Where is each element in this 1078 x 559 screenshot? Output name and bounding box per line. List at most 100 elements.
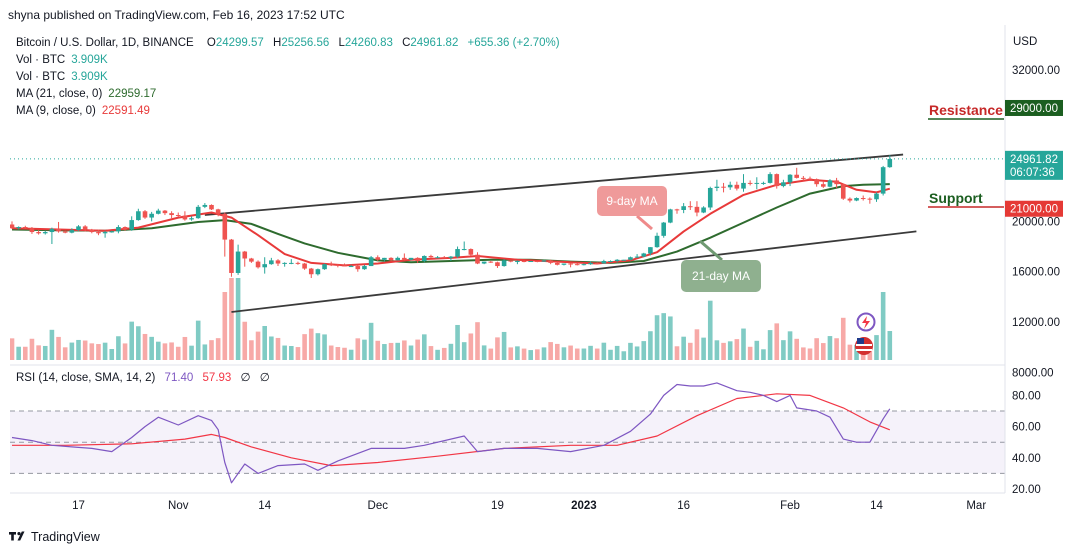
candle-body: [275, 260, 281, 264]
candle-body: [402, 257, 407, 260]
annotation-9-day-text: 9-day MA: [606, 194, 657, 208]
volume-bar: [109, 348, 115, 360]
volume-bar: [521, 348, 527, 360]
candle-body: [495, 262, 500, 267]
candle: [754, 177, 760, 190]
volume-bar: [189, 345, 194, 360]
volume-bar: [435, 349, 440, 360]
volume-bar: [215, 338, 221, 360]
ma21-line: [11, 183, 890, 264]
candle-body: [641, 253, 647, 257]
candle: [435, 255, 440, 259]
volume-bar: [475, 322, 480, 360]
price-tick-label: 20000.00: [1012, 216, 1060, 228]
candle-body: [548, 260, 553, 263]
vol1-label[interactable]: Vol · BTC: [16, 54, 65, 66]
candle: [149, 211, 154, 222]
candle: [548, 259, 553, 265]
candle-body: [508, 260, 514, 262]
symbol-name[interactable]: Bitcoin / U.S. Dollar, 1D, BINANCE: [16, 37, 194, 49]
candle: [235, 244, 241, 275]
rsi-tick-label: 20.00: [1012, 484, 1041, 496]
ma9-label[interactable]: MA (9, close, 0): [16, 105, 96, 117]
open-value: 24299.57: [216, 37, 264, 49]
volume-bar: [541, 347, 547, 360]
candle: [428, 254, 434, 258]
volume-bar: [535, 349, 540, 360]
candle-body: [814, 179, 819, 185]
candle: [561, 263, 567, 266]
candle: [209, 204, 214, 210]
price-tick-label: 32000.00: [1012, 65, 1060, 77]
candle: [847, 197, 853, 203]
candle: [528, 261, 533, 263]
volume-bar: [648, 331, 653, 360]
volume-bar: [681, 336, 686, 360]
candle-body: [102, 232, 108, 234]
resistance-price-text: 29000.00: [1010, 103, 1058, 115]
candle: [215, 208, 221, 217]
candle-body: [209, 204, 214, 210]
volume-bar: [195, 320, 201, 360]
candle-body: [422, 255, 427, 262]
volume-bar: [495, 337, 500, 360]
candle: [714, 179, 720, 192]
candle: [182, 211, 188, 221]
tradingview-brand-text: TradingView: [31, 530, 101, 544]
main-legend: Bitcoin / U.S. Dollar, 1D, BINANCE O2429…: [16, 37, 560, 117]
vol1-value: 3.909K: [71, 54, 108, 66]
tradingview-logo[interactable]: TradingView: [9, 530, 101, 544]
volume-bar: [23, 346, 28, 360]
candle: [23, 225, 28, 229]
volume-bar: [601, 342, 607, 360]
candle-body: [222, 213, 228, 240]
candle-body: [136, 211, 141, 221]
volume-bar: [102, 342, 108, 360]
svg-text:Bitcoin / U.S. Dollar, 1D, BIN: Bitcoin / U.S. Dollar, 1D, BINANCE O2429…: [16, 37, 560, 49]
price-tick-label: 8000.00: [1012, 367, 1054, 379]
candle-body: [109, 231, 115, 233]
candle-body: [69, 230, 75, 233]
candle: [269, 257, 274, 265]
candle-body: [827, 180, 833, 187]
trend-channel: [10, 153, 1005, 313]
volume-bar: [847, 344, 853, 360]
annotation-21-day-ma: 21-day MA: [681, 239, 761, 292]
candle-body: [535, 261, 540, 263]
candle-body: [614, 259, 620, 262]
candle-body: [727, 184, 733, 188]
candle: [249, 257, 254, 263]
candle-body: [481, 261, 487, 264]
candle: [541, 259, 547, 262]
volume-bar: [29, 338, 35, 360]
candle-body: [149, 213, 154, 218]
volume-bar: [16, 346, 21, 360]
vol2-label[interactable]: Vol · BTC: [16, 71, 65, 83]
candle-body: [880, 167, 886, 194]
volume-bar: [628, 342, 633, 360]
candle-body: [781, 182, 786, 187]
volume-bar: [408, 345, 414, 360]
svg-text:MA (9, close, 0)22591.49: MA (9, close, 0) 22591.49: [16, 105, 150, 117]
ma21-label[interactable]: MA (21, close, 0): [16, 88, 102, 100]
candle: [202, 203, 208, 209]
candle: [195, 204, 201, 219]
volume-bar: [481, 345, 487, 360]
volume-bar: [588, 345, 593, 360]
candle-body: [328, 264, 334, 266]
candle: [382, 257, 387, 262]
rsi-label[interactable]: RSI (14, close, SMA, 14, 2): [16, 372, 156, 384]
candle-body: [10, 224, 15, 229]
candle: [501, 259, 507, 267]
volume-bar: [69, 342, 75, 360]
resistance-label: Resistance: [929, 102, 1003, 118]
candle-body: [821, 184, 826, 187]
volume-bar: [528, 350, 533, 360]
resistance-price-tag: [1005, 99, 1063, 116]
candle-body: [435, 257, 440, 259]
candle: [82, 225, 88, 232]
candle: [375, 255, 381, 262]
support-price-text: 21000.00: [1010, 204, 1058, 216]
volume-bar: [335, 347, 341, 360]
volume-bar: [614, 345, 620, 360]
